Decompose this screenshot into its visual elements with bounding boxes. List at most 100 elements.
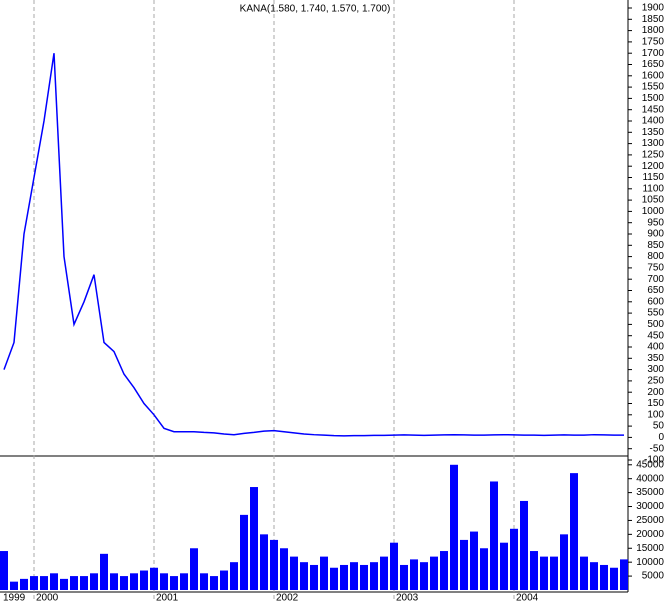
y-tick-label: 1600 bbox=[642, 70, 665, 81]
y-tick-label: 1450 bbox=[642, 104, 665, 115]
volume-bar bbox=[130, 573, 138, 590]
volume-bar bbox=[420, 562, 428, 590]
volume-bar bbox=[170, 576, 178, 590]
y-tick-label: 1650 bbox=[642, 59, 665, 70]
y-tick-label: 200 bbox=[647, 387, 664, 398]
x-tick-label: 2000 bbox=[36, 593, 59, 604]
volume-bar bbox=[340, 564, 348, 590]
volume-bar bbox=[210, 576, 218, 590]
y-tick-label: 40000 bbox=[636, 473, 664, 484]
y-tick-label: 1850 bbox=[642, 14, 665, 25]
y-tick-label: 250 bbox=[647, 376, 664, 387]
y-tick-label: 1250 bbox=[642, 150, 665, 161]
y-tick-label: 10000 bbox=[636, 557, 664, 568]
volume-bar bbox=[80, 576, 88, 590]
y-tick-label: 1750 bbox=[642, 37, 665, 48]
y-tick-label: 30000 bbox=[636, 501, 664, 512]
y-tick-label: 1500 bbox=[642, 93, 665, 104]
volume-bar bbox=[250, 487, 258, 590]
y-tick-label: 150 bbox=[647, 398, 664, 409]
y-tick-label: 850 bbox=[647, 240, 664, 251]
volume-bar bbox=[160, 573, 168, 590]
volume-bar bbox=[10, 581, 18, 590]
volume-bar bbox=[580, 556, 588, 590]
volume-bar bbox=[100, 553, 108, 590]
volume-bar bbox=[280, 548, 288, 590]
volume-bar bbox=[350, 562, 358, 590]
y-tick-label: 25000 bbox=[636, 515, 664, 526]
volume-bar bbox=[240, 514, 248, 590]
volume-bar bbox=[470, 531, 478, 590]
volume-bar bbox=[140, 570, 148, 590]
y-tick-label: 1200 bbox=[642, 161, 665, 172]
volume-bar bbox=[330, 567, 338, 590]
volume-bar bbox=[180, 573, 188, 590]
volume-bar bbox=[500, 542, 508, 590]
volume-bar bbox=[220, 570, 228, 590]
y-tick-label: 0 bbox=[658, 432, 664, 443]
y-tick-label: 700 bbox=[647, 274, 664, 285]
volume-bar bbox=[50, 573, 58, 590]
y-tick-label: 1300 bbox=[642, 138, 665, 149]
volume-bar bbox=[600, 564, 608, 590]
y-tick-label: 1900 bbox=[642, 3, 665, 14]
volume-bar bbox=[320, 556, 328, 590]
volume-bar bbox=[490, 481, 498, 590]
y-tick-label: 300 bbox=[647, 364, 664, 375]
y-tick-label: 100 bbox=[647, 409, 664, 420]
volume-bar bbox=[480, 548, 488, 590]
volume-bar bbox=[460, 539, 468, 590]
volume-bar bbox=[510, 528, 518, 590]
volume-bar bbox=[620, 559, 628, 590]
volume-bar bbox=[110, 573, 118, 590]
y-tick-label: 1550 bbox=[642, 82, 665, 93]
y-tick-label: 500 bbox=[647, 319, 664, 330]
y-tick-label: 1050 bbox=[642, 195, 665, 206]
y-tick-label: 800 bbox=[647, 251, 664, 262]
y-tick-label: 550 bbox=[647, 308, 664, 319]
volume-bar bbox=[290, 556, 298, 590]
volume-bar bbox=[260, 534, 268, 590]
volume-bar bbox=[520, 500, 528, 590]
y-tick-label: 45000 bbox=[636, 459, 664, 470]
y-tick-label: 5000 bbox=[642, 571, 665, 582]
x-tick-label: 2001 bbox=[156, 593, 179, 604]
y-tick-label: 20000 bbox=[636, 529, 664, 540]
volume-bar bbox=[450, 464, 458, 590]
volume-bar bbox=[310, 564, 318, 590]
volume-bar bbox=[270, 539, 278, 590]
volume-bar bbox=[230, 562, 238, 590]
chart-title: KANA(1.580, 1.740, 1.570, 1.700) bbox=[240, 4, 391, 15]
y-tick-label: 900 bbox=[647, 229, 664, 240]
y-tick-label: 950 bbox=[647, 217, 664, 228]
y-tick-label: 15000 bbox=[636, 543, 664, 554]
y-tick-label: 1400 bbox=[642, 116, 665, 127]
volume-bar bbox=[530, 551, 538, 590]
volume-bar bbox=[20, 578, 28, 590]
y-tick-label: -100 bbox=[644, 455, 664, 466]
volume-bar bbox=[90, 573, 98, 590]
volume-bar bbox=[390, 542, 398, 590]
volume-bar bbox=[30, 576, 38, 590]
y-tick-label: 35000 bbox=[636, 487, 664, 498]
volume-bar bbox=[120, 576, 128, 590]
y-tick-label: -50 bbox=[650, 443, 665, 454]
volume-bar bbox=[190, 548, 198, 590]
volume-bar bbox=[550, 556, 558, 590]
volume-bar bbox=[300, 562, 308, 590]
volume-bar bbox=[570, 473, 578, 590]
volume-bar bbox=[560, 534, 568, 590]
volume-bar bbox=[200, 573, 208, 590]
volume-bar bbox=[150, 567, 158, 590]
y-tick-label: 650 bbox=[647, 285, 664, 296]
y-tick-label: 400 bbox=[647, 342, 664, 353]
volume-bar bbox=[70, 576, 78, 590]
y-tick-label: 1700 bbox=[642, 48, 665, 59]
x-tick-label: 2002 bbox=[276, 593, 299, 604]
volume-bar bbox=[380, 556, 388, 590]
y-tick-label: 1100 bbox=[642, 183, 664, 194]
volume-bar bbox=[40, 576, 48, 590]
price-line bbox=[3, 53, 624, 437]
volume-bar bbox=[370, 562, 378, 590]
y-tick-label: 450 bbox=[647, 330, 664, 341]
